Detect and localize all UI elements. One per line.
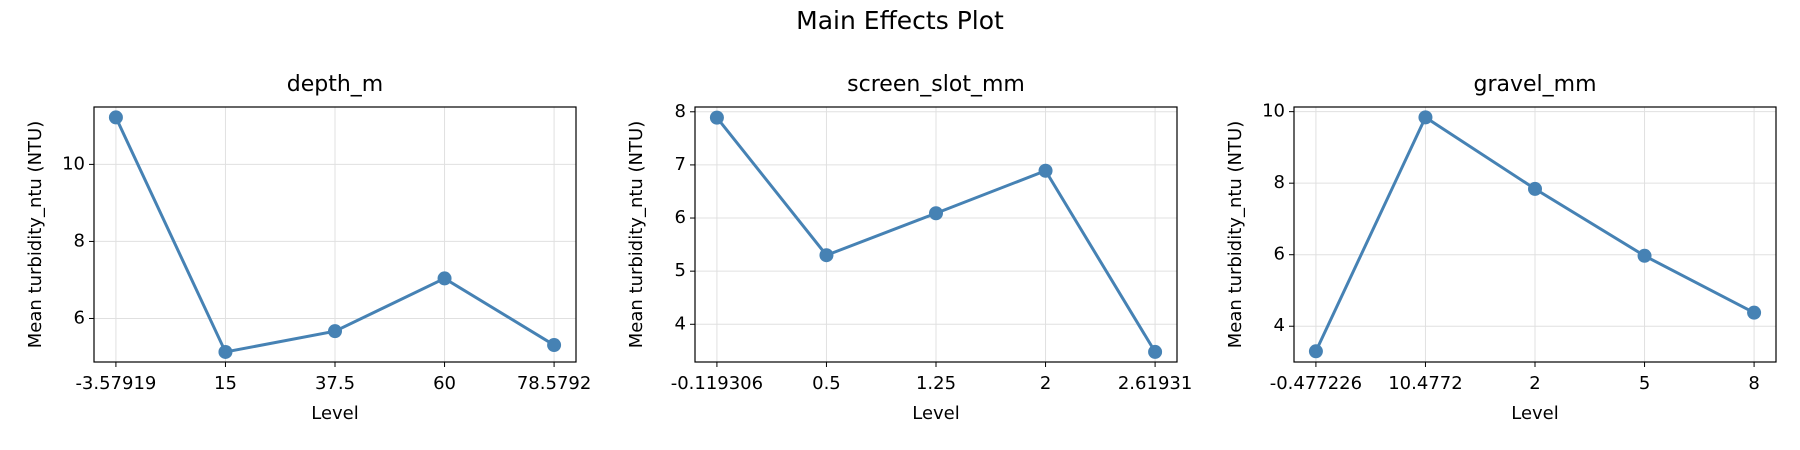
y-tick-label: 4 [1274, 315, 1285, 336]
x-axis-label: Level [311, 403, 359, 424]
axes-frame [1293, 106, 1777, 363]
point [709, 110, 724, 125]
point [819, 248, 834, 263]
x-tick-label: 78.5792 [517, 373, 591, 394]
point [1637, 248, 1652, 263]
point [218, 344, 233, 359]
x-axis-label: Level [912, 403, 960, 424]
y-tick-label: 8 [675, 101, 686, 122]
point [1308, 344, 1323, 359]
point [1148, 344, 1163, 359]
x-tick-label: 2.61931 [1118, 373, 1192, 394]
x-tick-label: 2 [1040, 373, 1051, 394]
point [1038, 163, 1053, 178]
axes-frame [694, 106, 1178, 363]
subplot-title: gravel_mm [1473, 72, 1596, 97]
point [929, 206, 943, 221]
point [1528, 181, 1542, 196]
x-tick-label: 37.5 [315, 373, 355, 394]
x-tick-label: -3.57919 [75, 373, 156, 394]
y-axis-label: Mean turbidity_ntu (NTU) [626, 121, 647, 348]
figure-title: Main Effects Plot [796, 6, 1004, 35]
x-tick-label: -0.477226 [1270, 373, 1362, 394]
y-tick-label: 7 [675, 154, 686, 175]
y-tick-label: 10 [62, 153, 85, 174]
y-tick-label: 8 [74, 230, 85, 251]
y-tick-label: 6 [74, 307, 85, 328]
point [437, 271, 452, 286]
x-tick-label: 15 [214, 373, 237, 394]
x-tick-label: 2 [1529, 373, 1540, 394]
point [1418, 110, 1433, 125]
y-tick-label: 5 [675, 260, 686, 281]
point [547, 338, 562, 353]
y-axis-label: Mean turbidity_ntu (NTU) [25, 121, 46, 348]
subplot-title: screen_slot_mm [847, 72, 1025, 97]
x-tick-label: 5 [1639, 373, 1650, 394]
y-tick-label: 4 [675, 313, 686, 334]
subplot-title: depth_m [287, 72, 383, 97]
x-tick-label: 8 [1748, 373, 1759, 394]
x-axis-label: Level [1511, 403, 1559, 424]
x-tick-label: -0.119306 [671, 373, 763, 394]
y-tick-label: 8 [1274, 172, 1285, 193]
x-tick-label: 1.25 [916, 373, 956, 394]
x-tick-label: 60 [433, 373, 456, 394]
y-axis-label: Mean turbidity_ntu (NTU) [1225, 121, 1246, 348]
point [328, 324, 342, 339]
point [108, 110, 123, 125]
y-tick-label: 6 [1274, 244, 1285, 265]
x-tick-label: 0.5 [812, 373, 841, 394]
axes-frame [93, 106, 577, 363]
x-tick-label: 10.4772 [1388, 373, 1462, 394]
y-tick-label: 10 [1262, 101, 1285, 122]
point [1747, 305, 1762, 320]
y-tick-label: 6 [675, 207, 686, 228]
